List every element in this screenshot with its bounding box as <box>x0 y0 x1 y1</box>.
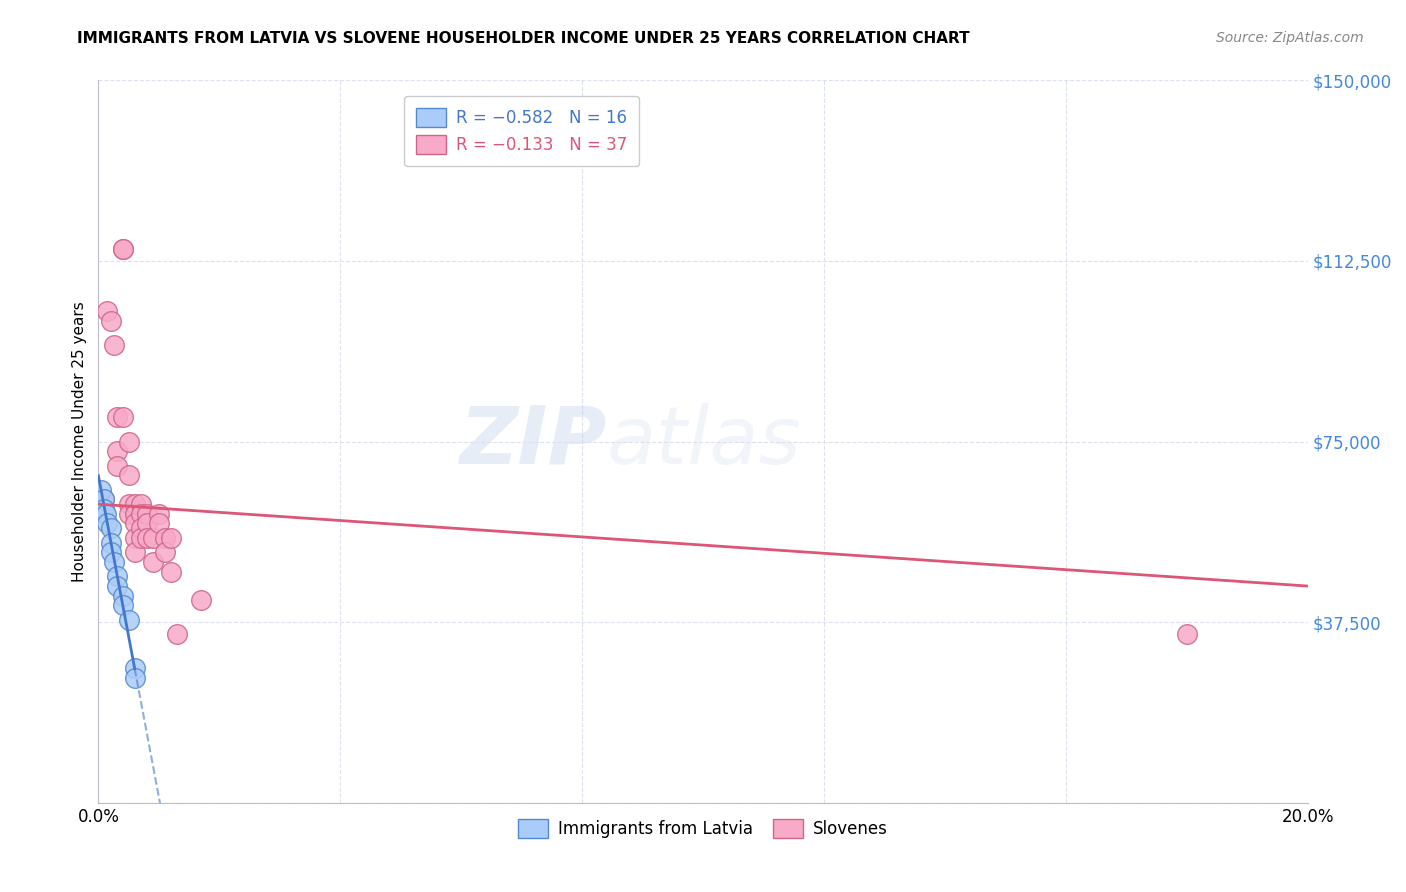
Point <box>103 555 125 569</box>
Point <box>160 565 183 579</box>
Point <box>124 531 146 545</box>
Point <box>111 242 134 256</box>
Point <box>111 599 134 613</box>
Point <box>111 410 134 425</box>
Point <box>100 545 122 559</box>
Point <box>160 531 183 545</box>
Point <box>153 531 176 545</box>
Legend: Immigrants from Latvia, Slovenes: Immigrants from Latvia, Slovenes <box>512 813 894 845</box>
Point <box>129 521 152 535</box>
Text: ZIP: ZIP <box>458 402 606 481</box>
Point <box>94 507 117 521</box>
Point <box>129 497 152 511</box>
Point <box>103 338 125 352</box>
Point <box>105 579 128 593</box>
Point <box>129 507 152 521</box>
Point <box>100 314 122 328</box>
Point <box>124 671 146 685</box>
Point <box>118 613 141 627</box>
Point <box>93 492 115 507</box>
Point <box>96 304 118 318</box>
Y-axis label: Householder Income Under 25 years: Householder Income Under 25 years <box>72 301 87 582</box>
Point <box>96 516 118 531</box>
Point <box>190 593 212 607</box>
Point <box>124 661 146 675</box>
Text: atlas: atlas <box>606 402 801 481</box>
Point <box>124 545 146 559</box>
Point <box>105 410 128 425</box>
Text: IMMIGRANTS FROM LATVIA VS SLOVENE HOUSEHOLDER INCOME UNDER 25 YEARS CORRELATION : IMMIGRANTS FROM LATVIA VS SLOVENE HOUSEH… <box>77 31 970 46</box>
Point <box>118 507 141 521</box>
Point <box>142 531 165 545</box>
Point <box>105 444 128 458</box>
Point <box>111 589 134 603</box>
Point <box>124 516 146 531</box>
Point <box>90 483 112 497</box>
Point <box>118 468 141 483</box>
Point <box>1175 627 1198 641</box>
Point <box>124 497 146 511</box>
Point <box>142 555 165 569</box>
Point <box>93 492 115 507</box>
Point <box>135 516 157 531</box>
Point <box>148 507 170 521</box>
Point <box>118 434 141 449</box>
Point <box>124 507 146 521</box>
Point <box>100 521 122 535</box>
Point <box>135 507 157 521</box>
Text: Source: ZipAtlas.com: Source: ZipAtlas.com <box>1216 31 1364 45</box>
Point <box>93 502 115 516</box>
Point <box>105 458 128 473</box>
Point <box>111 242 134 256</box>
Point <box>148 516 170 531</box>
Point <box>135 531 157 545</box>
Point <box>105 569 128 583</box>
Point <box>166 627 188 641</box>
Point <box>118 497 141 511</box>
Point <box>129 531 152 545</box>
Point <box>153 545 176 559</box>
Point <box>100 535 122 549</box>
